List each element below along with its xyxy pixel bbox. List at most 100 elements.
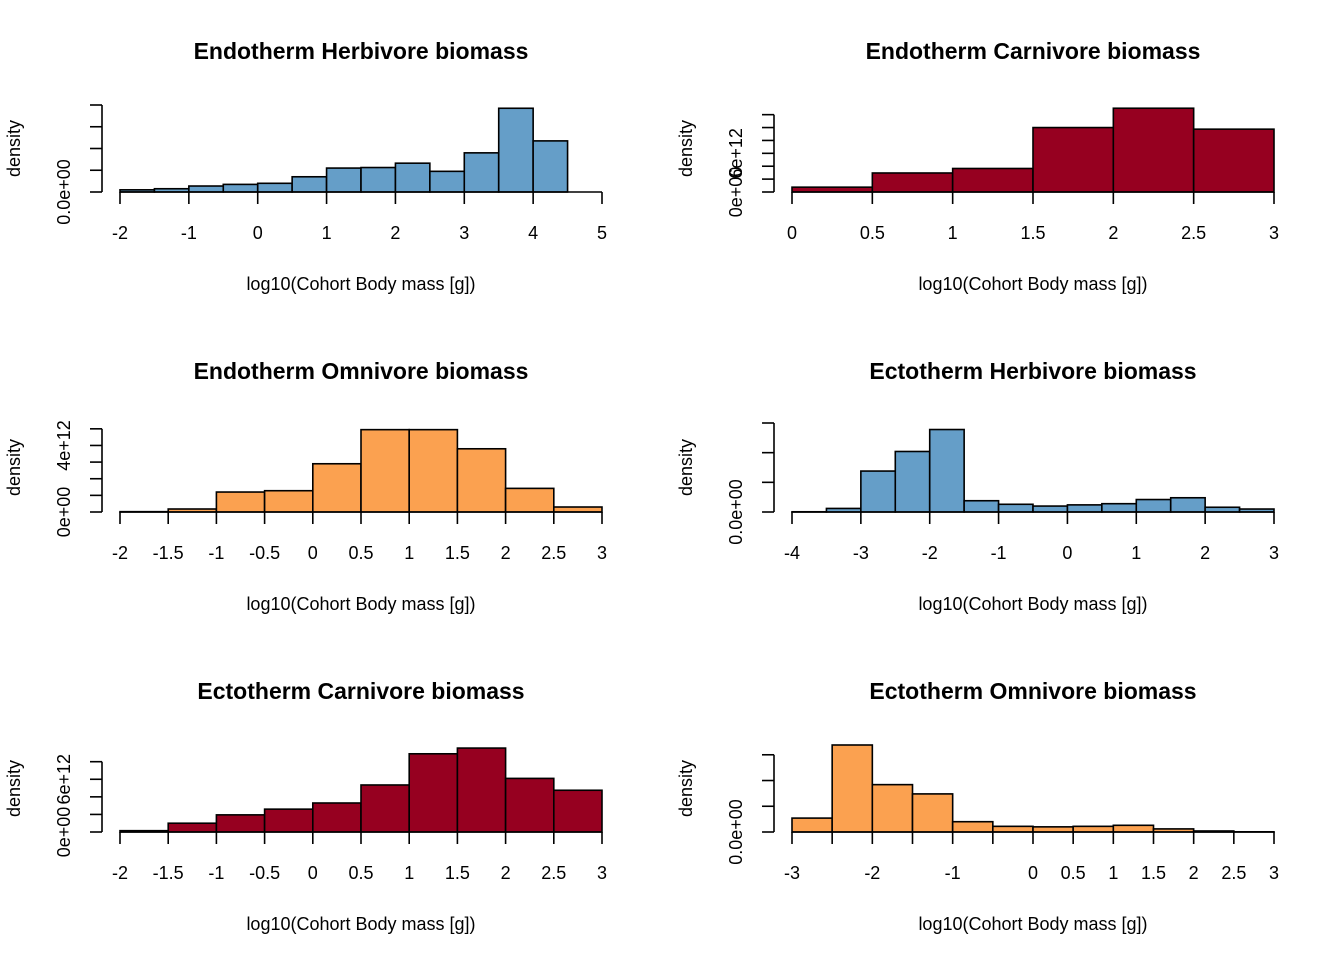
y-tick-label: 0e+00 — [54, 487, 74, 538]
x-tick-label: 2.5 — [1181, 223, 1206, 243]
x-tick-label: 1 — [1131, 543, 1141, 563]
y-tick-label: 0.0e+00 — [54, 159, 74, 225]
x-tick-label: 0.5 — [348, 863, 373, 883]
x-tick-label: -1 — [208, 863, 224, 883]
histogram-bar — [928, 428, 965, 513]
histogram-bar — [1135, 498, 1172, 513]
histogram-panel-1: Endotherm Herbivore biomass -2 -1 0 1 2 3 4 5 log… — [4, 38, 607, 294]
histogram-bar — [1072, 825, 1115, 833]
histogram-panel-6: Ectotherm Omnivore biomass -3 -2 -1 0 0.5 1 1.5… — [676, 678, 1279, 934]
x-axis-label: log10(Cohort Body mass [g]) — [246, 594, 475, 614]
chart-title: Endotherm Omnivore biomass — [194, 358, 529, 384]
x-tick-label: 3 — [1269, 863, 1279, 883]
histogram-bar — [504, 487, 555, 513]
y-axis-label: density — [4, 760, 24, 817]
x-tick-label: 1.5 — [1141, 863, 1166, 883]
y-axis-label: density — [4, 439, 24, 496]
x-tick-label: 2 — [501, 863, 511, 883]
x-tick-label: 3 — [1269, 223, 1279, 243]
y-axis-label: density — [676, 439, 696, 496]
y-tick-label: 0e+00 — [726, 167, 746, 218]
x-tick-label: 2 — [390, 223, 400, 243]
x-tick-label: 2.5 — [1221, 863, 1246, 883]
histogram-bar — [263, 808, 314, 833]
histogram-bar — [456, 747, 507, 833]
x-tick-label: 2.5 — [541, 863, 566, 883]
histogram-bar — [325, 167, 362, 193]
x-tick-label: -1 — [991, 543, 1007, 563]
histogram-panel-5: Ectotherm Carnivore biomass -2 -1.5 -1 -0.5 0… — [4, 678, 607, 934]
histogram-panel-4: Ectotherm Herbivore biomass -4 -3 -2 -1 0 1 2 3 l… — [676, 358, 1279, 614]
x-tick-label: 1 — [1108, 863, 1118, 883]
x-axis-label: log10(Cohort Body mass [g]) — [918, 914, 1147, 934]
histogram-bar — [871, 783, 914, 833]
histogram-bar — [497, 107, 534, 193]
chart-title: Ectotherm Carnivore biomass — [197, 678, 524, 704]
x-tick-label: 3 — [1269, 543, 1279, 563]
x-tick-label: -2 — [922, 543, 938, 563]
x-tick-label: 2 — [501, 543, 511, 563]
x-tick-label: -1 — [945, 863, 961, 883]
y-tick-label: 0e+00 — [54, 807, 74, 858]
histogram-bar — [456, 447, 507, 513]
x-tick-label: 1 — [322, 223, 332, 243]
histogram-bar — [1192, 128, 1275, 193]
x-tick-label: -3 — [784, 863, 800, 883]
x-tick-label: 3 — [597, 863, 607, 883]
x-tick-label: -0.5 — [249, 863, 280, 883]
x-tick-label: 1 — [948, 223, 958, 243]
x-tick-label: 3 — [459, 223, 469, 243]
histogram-bar — [1169, 496, 1206, 513]
histogram-bar — [963, 499, 1000, 513]
histogram-bar — [215, 491, 266, 513]
histogram-bar — [992, 825, 1034, 833]
histogram-bar — [167, 822, 218, 833]
x-tick-label: -1.5 — [153, 863, 184, 883]
x-tick-label: 0 — [253, 223, 263, 243]
chart-title: Endotherm Carnivore biomass — [866, 38, 1201, 64]
histogram-bar — [408, 428, 459, 513]
histogram-bar — [360, 166, 397, 193]
y-axis-label: density — [676, 760, 696, 817]
histogram-panel-3: Endotherm Omnivore biomass -2 -1.5 -1 -0.5 0 0… — [4, 358, 607, 614]
histogram-bar — [263, 489, 314, 513]
histogram-bar — [1112, 824, 1155, 833]
chart-title: Ectotherm Herbivore biomass — [869, 358, 1196, 384]
histogram-bar — [1066, 504, 1103, 513]
y-axis-label: density — [676, 120, 696, 177]
x-tick-label: -0.5 — [249, 543, 280, 563]
histogram-bar — [311, 462, 362, 513]
x-tick-label: 4 — [528, 223, 538, 243]
x-tick-label: 3 — [597, 543, 607, 563]
histogram-bar — [291, 175, 328, 193]
histogram-panel-2: Endotherm Carnivore biomass 0 0.5 1 1.5 2 2.5 3… — [676, 38, 1279, 294]
x-tick-label: -4 — [784, 543, 800, 563]
y-tick-label: 4e+12 — [54, 420, 74, 471]
histogram-bar — [504, 777, 555, 833]
histogram-bar — [1112, 107, 1195, 193]
x-tick-label: 0 — [308, 863, 318, 883]
histogram-bar — [360, 784, 411, 833]
histogram-bar — [1101, 502, 1138, 513]
x-tick-label: 2 — [1189, 863, 1199, 883]
x-axis-label: log10(Cohort Body mass [g]) — [246, 274, 475, 294]
histogram-bar — [831, 744, 874, 833]
x-tick-label: -2 — [112, 223, 128, 243]
histogram-bar — [360, 428, 411, 513]
x-tick-label: 0 — [1028, 863, 1038, 883]
histogram-bar — [791, 817, 833, 833]
x-tick-label: 1.5 — [1020, 223, 1045, 243]
x-tick-label: 0 — [308, 543, 318, 563]
x-tick-label: -1 — [208, 543, 224, 563]
histogram-bar — [311, 802, 362, 833]
x-tick-label: 5 — [597, 223, 607, 243]
x-tick-label: 1.5 — [445, 543, 470, 563]
histogram-bar — [860, 470, 897, 513]
histogram-bar — [532, 140, 569, 193]
x-tick-label: -3 — [853, 543, 869, 563]
chart-title: Endotherm Herbivore biomass — [194, 38, 529, 64]
histogram-bar — [951, 820, 994, 833]
x-tick-label: -1.5 — [153, 543, 184, 563]
x-tick-label: 0 — [1062, 543, 1072, 563]
x-tick-label: -1 — [181, 223, 197, 243]
